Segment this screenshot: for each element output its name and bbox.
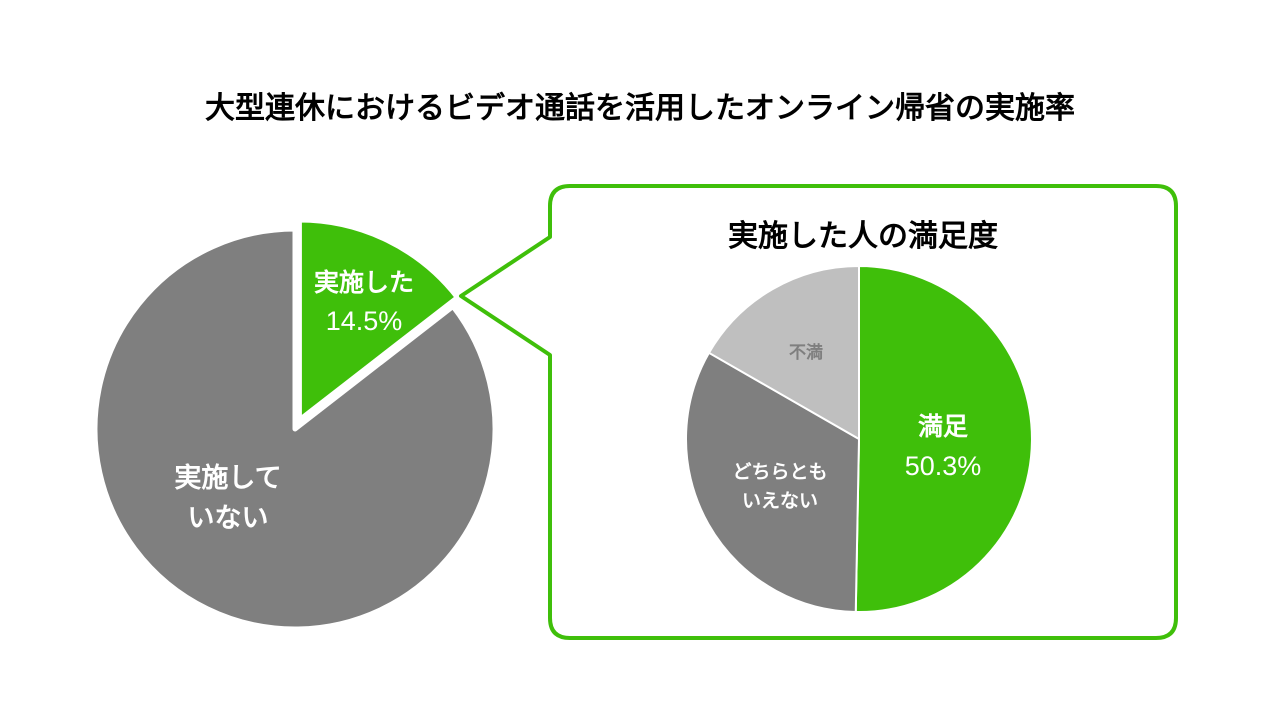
implementation-slice-0 [296,217,460,423]
slice-label-satisfied: 満足 [918,412,968,441]
pie-chart-implementation [92,217,498,632]
satisfaction-chart-title: 実施した人の満足度 [728,219,998,254]
slice-label-dissatisfied: 不満 [789,342,823,363]
slice-value-satisfied: 50.3% [905,451,982,481]
slice-label-neutral-line2: いえない [742,490,818,512]
slice-label-implemented: 実施した [314,268,414,297]
pie-chart-implementation-labels: 実施した 14.5% 実施して いない [174,268,414,534]
slice-label-neutral-line1: どちらとも [732,461,827,483]
pie-chart-satisfaction-labels: 満足 50.3% どちらとも いえない 不満 [732,342,981,512]
slice-label-not-implemented-line2: いない [188,503,269,534]
satisfaction-slice-2 [708,265,860,440]
slice-value-implemented: 14.5% [326,306,403,336]
callout-box [459,184,1178,640]
satisfaction-slice-1 [685,351,860,613]
satisfaction-slice-0 [854,265,1033,613]
implementation-slice-1 [92,226,498,632]
pie-chart-satisfaction [685,265,1033,613]
slice-label-not-implemented-line1: 実施して [174,462,281,494]
chart-title: 大型連休におけるビデオ通話を活用したオンライン帰省の実施率 [205,91,1075,126]
